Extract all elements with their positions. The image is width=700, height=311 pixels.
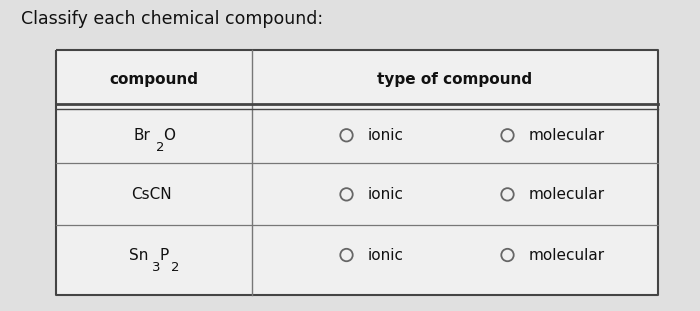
Text: ionic: ionic [368, 128, 403, 143]
Text: P: P [160, 248, 169, 262]
Text: O: O [164, 128, 176, 143]
Point [502, 192, 513, 197]
Text: molecular: molecular [528, 187, 605, 202]
Text: type of compound: type of compound [377, 72, 533, 87]
Text: ionic: ionic [368, 187, 403, 202]
Text: molecular: molecular [528, 128, 605, 143]
Text: molecular: molecular [528, 248, 605, 262]
Point [341, 192, 352, 197]
Bar [56, 50, 658, 295]
Text: Br: Br [133, 128, 150, 143]
Text: 2: 2 [171, 261, 179, 274]
Point [341, 133, 352, 138]
Text: CsCN: CsCN [132, 187, 172, 202]
Point [341, 253, 352, 258]
Text: ionic: ionic [368, 248, 403, 262]
Text: 2: 2 [155, 141, 164, 154]
Text: compound: compound [109, 72, 199, 87]
Text: 3: 3 [152, 261, 160, 274]
Text: Classify each chemical compound:: Classify each chemical compound: [21, 10, 323, 28]
Text: Sn: Sn [130, 248, 149, 262]
Point [502, 253, 513, 258]
Point [502, 133, 513, 138]
